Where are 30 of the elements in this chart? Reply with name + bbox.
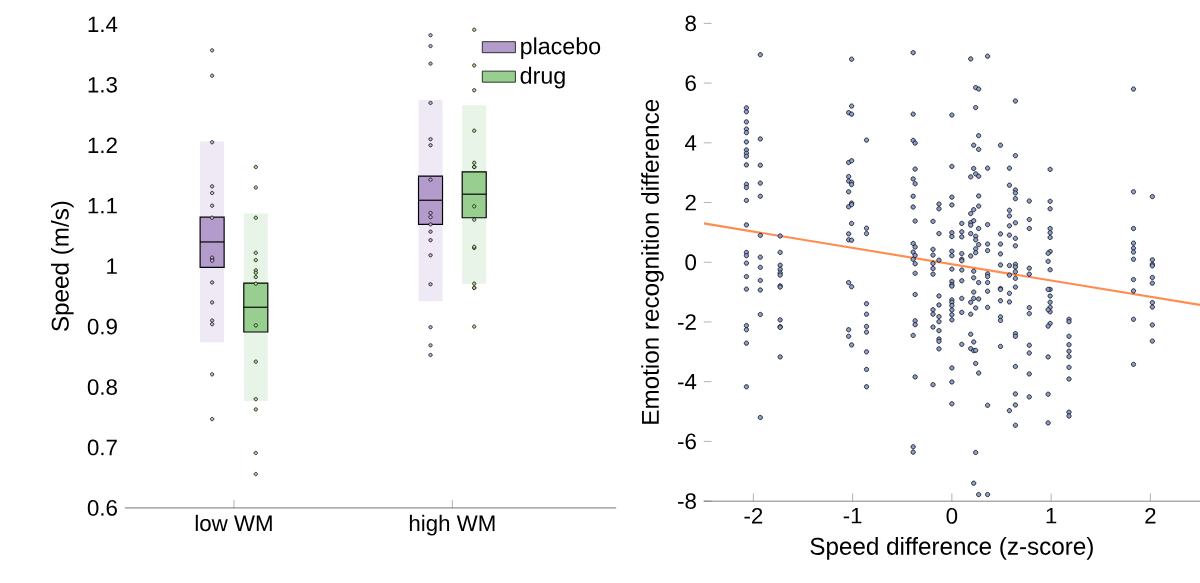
y-tick-label: 2 xyxy=(685,194,696,211)
y-tick-label: -6 xyxy=(678,433,696,450)
y-tick-label: 1.2 xyxy=(88,137,117,154)
y-axis-title: Emotion recognition difference xyxy=(641,99,664,424)
y-tick-label: 8 xyxy=(685,15,696,32)
x-tick-label: -2 xyxy=(744,508,763,524)
y-tick-label: 0.9 xyxy=(87,318,117,335)
y-tick-label: -2 xyxy=(678,314,696,330)
y-tick-label: 0.7 xyxy=(87,439,117,456)
y-tick-label: -4 xyxy=(678,374,697,390)
x-axis-title: Speed difference (z-score) xyxy=(810,537,1093,560)
y-axis-title: Speed (m/s) xyxy=(51,201,74,332)
x-tick-label: high WM xyxy=(409,514,495,536)
x-tick-label: 2 xyxy=(1145,508,1156,524)
y-tick-label: -8 xyxy=(678,493,696,510)
x-tick-label: 1 xyxy=(1046,508,1057,524)
x-tick-label: -1 xyxy=(843,508,862,524)
x-tick-label: 0 xyxy=(946,508,958,524)
y-tick-label: 1.4 xyxy=(88,16,118,33)
y-tick-label: 4 xyxy=(685,135,697,151)
legend-label: drug xyxy=(520,66,565,89)
x-tick-label: low WM xyxy=(195,514,272,532)
y-tick-label: 1.3 xyxy=(88,76,117,93)
y-tick-label: 1.1 xyxy=(88,198,117,214)
y-tick-label: 0.6 xyxy=(87,500,117,516)
y-tick-label: 1 xyxy=(107,258,117,274)
y-tick-label: 0 xyxy=(685,254,697,271)
y-tick-label: 6 xyxy=(685,75,696,92)
legend-label: placebo xyxy=(521,37,601,60)
y-tick-label: 0.8 xyxy=(87,379,117,395)
